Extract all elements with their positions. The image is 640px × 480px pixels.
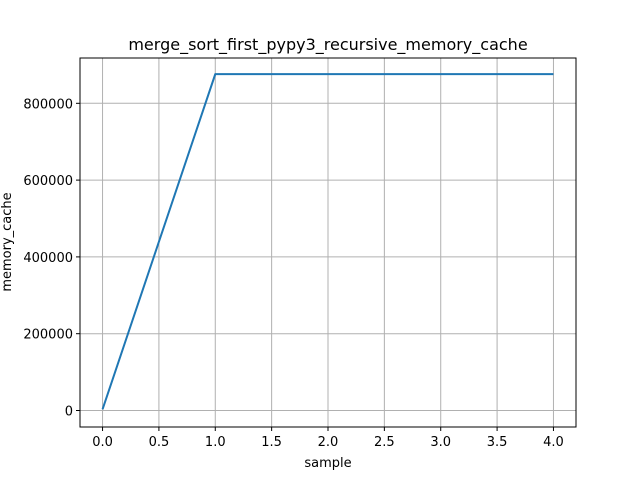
y-axis: 0 200000 400000 600000 800000	[23, 97, 80, 419]
grid	[80, 58, 576, 427]
x-axis: 0.0 0.5 1.0 1.5 2.0 2.5 3.0 3.5 4.0	[92, 427, 564, 450]
x-tick-label: 3.5	[487, 435, 508, 450]
y-tick-label: 800000	[23, 97, 73, 112]
x-tick-label: 2.0	[318, 435, 339, 450]
x-axis-label: sample	[304, 456, 351, 471]
y-tick-label: 600000	[23, 174, 73, 189]
x-tick-label: 1.5	[261, 435, 282, 450]
y-axis-label: memory_cache	[0, 192, 15, 291]
y-tick-label: 200000	[23, 328, 73, 343]
x-tick-label: 4.0	[543, 435, 564, 450]
x-tick-label: 0.0	[92, 435, 113, 450]
series-layer	[101, 73, 554, 410]
chart-title: merge_sort_first_pypy3_recursive_memory_…	[128, 35, 527, 55]
y-tick-label: 400000	[23, 251, 73, 266]
x-tick-label: 0.5	[149, 435, 170, 450]
y-tick-label: 0	[65, 404, 73, 419]
x-tick-label: 3.0	[430, 435, 451, 450]
x-tick-label: 1.0	[205, 435, 226, 450]
x-tick-label: 2.5	[374, 435, 395, 450]
